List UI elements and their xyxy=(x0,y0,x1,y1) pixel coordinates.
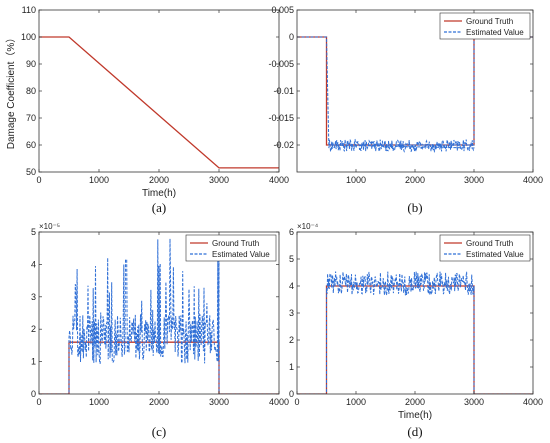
panel-label: (a) xyxy=(152,200,166,215)
y-axis-exponent: ×10⁻⁵ xyxy=(39,222,60,231)
chart-panel-c: 0 1000 2000 3000 4000 0 1 2 3 4 5×10⁻⁵ (c) Ground Tr… xyxy=(31,222,289,439)
y-axis-label: Damage Coefficient（%） xyxy=(5,33,17,150)
y-tick-label: 3 xyxy=(289,308,294,318)
y-tick-label: 4 xyxy=(289,281,294,291)
x-axis-label: Time(h) xyxy=(398,410,432,421)
x-tick-label: 2000 xyxy=(149,397,169,407)
y-tick-label: -0.005 xyxy=(268,59,294,69)
y-tick-label: 1 xyxy=(289,362,294,372)
legend-entry: Estimated Value xyxy=(212,250,270,259)
x-tick-label: 3000 xyxy=(464,175,484,185)
y-tick-label: 0 xyxy=(31,389,36,399)
legend-entry: Ground Truth xyxy=(212,239,259,248)
y-tick-label: 0 xyxy=(289,389,294,399)
panel-label: (c) xyxy=(152,424,166,439)
chart-panel-b: 1000 2000 3000 4000 -0.02 -0.015 -0.01 -0.005 0 0… xyxy=(268,5,543,215)
y-tick-label: 80 xyxy=(26,86,36,96)
y-tick-label: 2 xyxy=(31,324,36,334)
legend-box xyxy=(439,12,531,40)
y-tick-label: 1 xyxy=(31,357,36,367)
legend-entry: Ground Truth xyxy=(466,239,513,248)
legend-entry: Estimated Value xyxy=(466,250,524,259)
data-layer xyxy=(297,271,533,394)
x-tick-label: 1000 xyxy=(89,175,109,185)
series-line-estimated-value xyxy=(39,238,279,394)
x-tick-label: 4000 xyxy=(523,397,543,407)
y-axis-exponent: ×10⁻⁴ xyxy=(297,222,319,231)
legend: Ground Truth Estimated Value xyxy=(439,234,531,262)
y-tick-label: 70 xyxy=(26,113,36,123)
y-tick-label: 90 xyxy=(26,59,36,69)
y-tick-label: 0.005 xyxy=(271,5,294,15)
y-tick-label: 5 xyxy=(31,227,36,237)
y-tick-label: 6 xyxy=(289,227,294,237)
x-tick-label: 4000 xyxy=(269,397,289,407)
plot-area xyxy=(39,10,279,172)
legend-entry: Estimated Value xyxy=(466,28,524,37)
x-tick-label: 4000 xyxy=(523,175,543,185)
chart-panel-d: 0 1000 2000 3000 4000 0 1 2 3 4 5 6×10⁻⁴ Time(h) (d) G… xyxy=(289,222,543,439)
legend-entry: Ground Truth xyxy=(466,17,513,26)
series-line-ground-truth xyxy=(297,285,533,394)
chart-panel-a: 0 1000 2000 3000 4000 50 60 70 80 90 100 110 Time(h)… xyxy=(5,5,289,215)
x-axis-label: Time(h) xyxy=(142,188,176,199)
y-tick-label: 0 xyxy=(289,32,294,42)
data-layer xyxy=(39,36,279,169)
legend: Ground Truth Estimated Value xyxy=(185,234,277,262)
y-tick-label: 5 xyxy=(289,254,294,264)
y-tick-label: 60 xyxy=(26,140,36,150)
series-line-estimated-value xyxy=(297,36,533,153)
x-tick-label: 3000 xyxy=(209,397,229,407)
x-tick-label: 2000 xyxy=(405,397,425,407)
y-tick-label: 100 xyxy=(21,32,36,42)
x-tick-label: 0 xyxy=(36,175,41,185)
x-tick-label: 0 xyxy=(294,397,299,407)
legend-box xyxy=(185,234,277,262)
legend-box xyxy=(439,234,531,262)
x-tick-label: 3000 xyxy=(209,175,229,185)
y-tick-label: 50 xyxy=(26,167,36,177)
x-tick-label: 2000 xyxy=(405,175,425,185)
panel-label: (b) xyxy=(407,200,422,215)
y-tick-label: 4 xyxy=(31,259,36,269)
x-tick-label: 3000 xyxy=(464,397,484,407)
x-tick-label: 1000 xyxy=(346,175,366,185)
x-tick-label: 1000 xyxy=(89,397,109,407)
series-line-series-0 xyxy=(39,36,279,169)
x-tick-label: 2000 xyxy=(149,175,169,185)
series-line-estimated-value xyxy=(297,271,533,394)
y-tick-label: 3 xyxy=(31,292,36,302)
y-tick-label: 2 xyxy=(289,335,294,345)
legend: Ground Truth Estimated Value xyxy=(439,12,531,40)
x-tick-label: 0 xyxy=(36,397,41,407)
y-tick-label: -0.02 xyxy=(273,140,294,150)
y-tick-label: -0.01 xyxy=(273,86,294,96)
x-tick-label: 1000 xyxy=(346,397,366,407)
panel-label: (d) xyxy=(407,424,422,439)
x-tick-label: 4000 xyxy=(269,175,289,185)
y-tick-label: 110 xyxy=(22,5,36,15)
data-layer xyxy=(39,238,279,394)
y-tick-label: -0.015 xyxy=(268,113,294,123)
